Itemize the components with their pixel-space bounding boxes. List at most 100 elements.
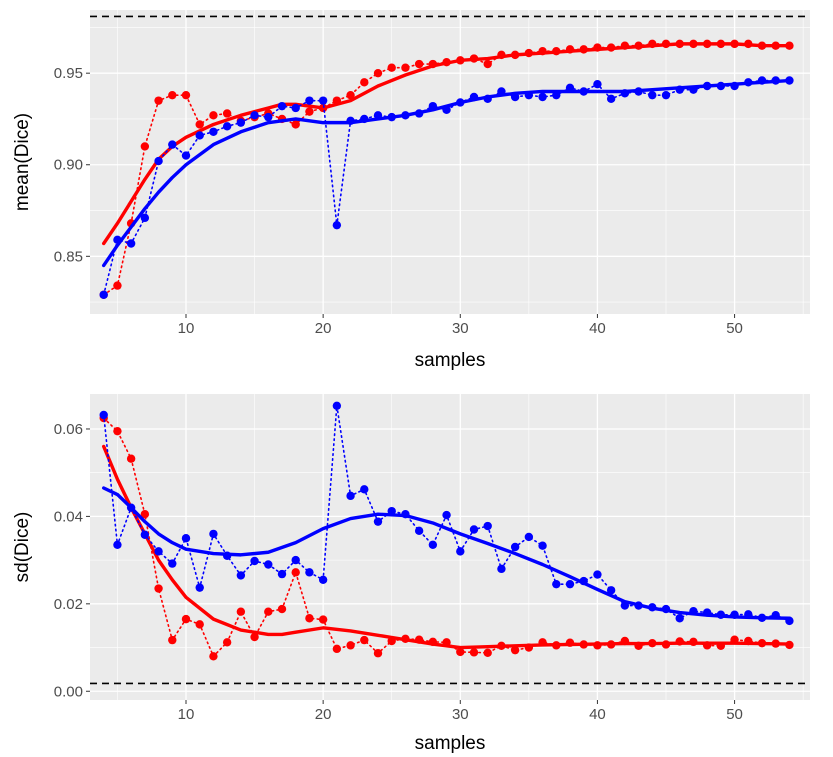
data-point — [469, 648, 479, 657]
data-point — [661, 604, 671, 614]
data-point — [469, 92, 479, 102]
data-point — [373, 68, 383, 78]
data-point — [140, 510, 150, 519]
data-point — [565, 638, 575, 647]
data-point — [387, 506, 396, 516]
data-point — [757, 41, 767, 50]
x-axis-ticks: 10 20 30 40 50 — [178, 700, 743, 723]
y-tick-label: 0.04 — [54, 508, 83, 525]
data-point — [209, 529, 218, 539]
data-point — [154, 547, 163, 556]
data-point — [565, 83, 575, 93]
data-point — [236, 118, 246, 127]
data-point — [689, 607, 698, 616]
data-point — [99, 290, 108, 299]
data-point — [168, 559, 177, 568]
data-point — [593, 570, 602, 579]
data-point — [305, 107, 314, 116]
data-point — [442, 105, 451, 115]
data-point — [634, 641, 643, 650]
x-tick-label: 40 — [589, 706, 606, 723]
data-point — [456, 647, 465, 657]
x-tick-label: 10 — [178, 320, 195, 337]
x-axis-ticks: 10 20 30 40 50 — [178, 314, 743, 337]
data-point — [524, 48, 534, 58]
data-point — [771, 76, 780, 85]
data-point — [318, 103, 328, 113]
data-point — [195, 583, 204, 592]
data-point — [730, 610, 739, 619]
data-point — [497, 50, 506, 60]
data-point — [593, 79, 602, 89]
data-point — [360, 635, 369, 645]
data-point — [648, 603, 657, 612]
data-point — [140, 213, 150, 223]
data-point — [675, 614, 684, 623]
data-point — [757, 76, 767, 85]
data-point — [222, 638, 232, 647]
data-point — [524, 643, 534, 652]
data-point — [346, 90, 355, 100]
data-point — [593, 641, 602, 650]
data-point — [606, 586, 616, 595]
data-point — [360, 78, 369, 87]
data-point — [126, 454, 136, 463]
data-point — [181, 614, 191, 624]
data-point — [689, 637, 698, 647]
y-tick-label: 0.00 — [54, 683, 83, 700]
data-point — [305, 568, 314, 577]
data-point — [277, 569, 287, 579]
data-point — [675, 637, 684, 646]
data-point — [620, 89, 630, 98]
data-point — [620, 41, 630, 50]
data-point — [634, 87, 643, 96]
data-point — [373, 111, 383, 120]
data-point — [456, 56, 465, 65]
data-point — [291, 555, 300, 565]
data-point — [538, 541, 547, 550]
data-point — [195, 120, 204, 129]
data-point — [593, 43, 602, 52]
data-point — [318, 575, 328, 584]
data-point — [195, 131, 204, 140]
data-point — [538, 638, 547, 647]
data-point — [606, 43, 616, 52]
x-tick-label: 50 — [726, 320, 743, 337]
data-point — [524, 532, 534, 542]
data-point — [730, 81, 739, 91]
data-point — [702, 641, 712, 650]
data-point — [387, 63, 396, 72]
data-point — [661, 39, 671, 49]
data-point — [181, 534, 191, 543]
data-point — [730, 635, 739, 644]
mean-dice-plot: 0.85 0.90 0.95 10 20 30 40 50 samples mean(Dic… — [12, 10, 810, 371]
data-point — [716, 641, 726, 650]
data-point — [565, 45, 575, 54]
x-tick-label: 20 — [315, 706, 332, 723]
data-point — [689, 85, 698, 94]
data-point — [785, 76, 794, 85]
sd-dice-plot: 0.00 0.02 0.04 0.06 10 20 30 40 50 samples sd(D… — [12, 394, 810, 754]
data-point — [428, 101, 438, 111]
plot-background — [90, 394, 810, 700]
data-point — [675, 85, 684, 94]
data-point — [552, 47, 561, 56]
data-point — [373, 517, 383, 526]
data-point — [634, 41, 643, 50]
data-point — [360, 114, 369, 124]
y-tick-label: 0.95 — [54, 65, 83, 82]
data-point — [387, 636, 396, 646]
data-point — [579, 576, 588, 586]
data-point — [510, 542, 520, 552]
data-point — [264, 112, 273, 122]
data-point — [524, 90, 534, 100]
data-point — [401, 111, 410, 120]
data-series — [99, 39, 794, 299]
data-point — [305, 96, 314, 105]
data-point — [538, 92, 547, 102]
data-point — [250, 556, 259, 566]
x-tick-label: 20 — [315, 320, 332, 337]
x-tick-label: 10 — [178, 706, 195, 723]
data-point — [442, 638, 451, 647]
data-point — [401, 63, 410, 72]
